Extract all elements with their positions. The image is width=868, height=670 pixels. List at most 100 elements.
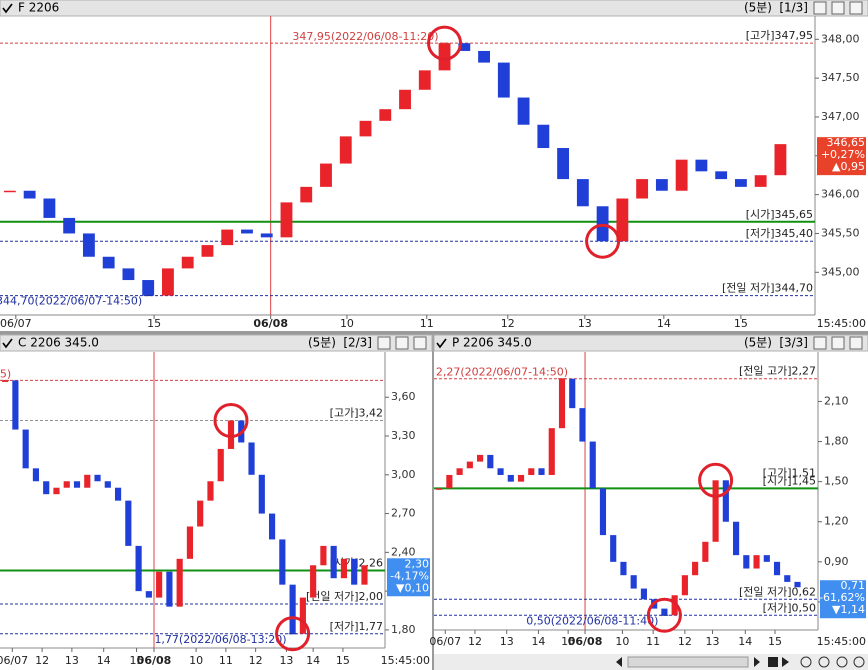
candle xyxy=(477,454,484,462)
candle xyxy=(438,43,451,71)
x-tick-label: 11 xyxy=(646,635,660,648)
window-button[interactable] xyxy=(395,336,409,350)
candle xyxy=(478,50,490,63)
x-tick-label: 12 xyxy=(678,635,692,648)
x-tick-label: 10 xyxy=(189,654,203,667)
window-button[interactable] xyxy=(813,336,827,350)
candle xyxy=(517,97,530,125)
window-button[interactable] xyxy=(831,336,845,350)
panel-header xyxy=(0,334,433,352)
candle xyxy=(558,378,566,429)
candle xyxy=(599,488,607,536)
current-price-label: ▼0,10 xyxy=(396,581,429,594)
candle xyxy=(197,500,204,527)
candle xyxy=(339,136,352,164)
splitter xyxy=(0,331,868,335)
reference-label: [전일 저가]2,00 xyxy=(306,589,383,603)
highlight-circle xyxy=(213,403,249,439)
y-tick-label: 346,00 xyxy=(821,188,860,201)
candle xyxy=(695,159,708,172)
x-tick-label: 06/07 xyxy=(429,635,461,648)
checkbox[interactable] xyxy=(436,338,447,349)
current-price-label: 2,30 xyxy=(405,557,430,570)
y-tick-label: 3,30 xyxy=(391,429,416,442)
candle xyxy=(201,245,214,257)
zoom-out[interactable] xyxy=(818,656,830,668)
candle xyxy=(773,561,781,576)
extreme-note: 344,70(2022/06/07-14:50) xyxy=(0,295,142,308)
current-price-label: 0,71 xyxy=(841,579,866,592)
candle xyxy=(248,442,255,475)
candle xyxy=(359,120,372,137)
x-tick-label: 15 xyxy=(561,635,575,648)
highlight-circle xyxy=(698,462,734,498)
window-button[interactable] xyxy=(849,1,863,15)
window-button[interactable] xyxy=(377,336,391,350)
scroll-bar[interactable] xyxy=(434,654,868,670)
candle xyxy=(715,171,728,180)
window-button[interactable] xyxy=(813,1,827,15)
candle xyxy=(681,575,688,596)
zoom-reset[interactable] xyxy=(853,656,865,668)
current-price-label: 346,65 xyxy=(827,136,866,149)
checkbox[interactable] xyxy=(2,338,13,349)
window-button[interactable] xyxy=(831,1,845,15)
x-tick-label: 12 xyxy=(501,317,515,330)
candle xyxy=(436,488,443,490)
reference-label: [시가]345,65 xyxy=(746,208,813,221)
scroll-buttons[interactable] xyxy=(616,657,789,667)
candle xyxy=(456,468,463,475)
zoom-in[interactable] xyxy=(800,656,812,668)
current-price-label: ▲0,95 xyxy=(832,160,865,173)
y-tick-label: 1,80 xyxy=(824,435,849,448)
candle xyxy=(145,591,152,598)
y-tick-label: 3,00 xyxy=(391,468,416,481)
candle xyxy=(569,378,576,409)
candle xyxy=(655,179,668,191)
x-tick-label: 14 xyxy=(97,654,111,667)
y-tick-label: 347,00 xyxy=(821,110,860,123)
candle xyxy=(640,588,647,600)
chart-panel: C 2206 345.0(5분)[2/3]1,802,102,402,703,0… xyxy=(0,334,433,667)
period: (5분) xyxy=(744,1,772,15)
candle xyxy=(517,474,525,482)
window-button[interactable] xyxy=(849,336,863,350)
highlight-circle xyxy=(275,616,311,652)
candle xyxy=(620,561,627,576)
reference-label: [전일 저가]0,62 xyxy=(739,584,816,598)
candle xyxy=(754,175,767,187)
candle xyxy=(260,233,273,238)
extreme-note: 2,27(2022/06/07-14:50) xyxy=(436,366,568,379)
window-button[interactable] xyxy=(413,336,427,350)
candle xyxy=(227,420,235,449)
candle xyxy=(636,179,649,199)
x-tick-label: 14 xyxy=(531,635,545,648)
candle xyxy=(671,595,678,616)
extreme-note: 347,95(2022/06/08-11:20) xyxy=(292,30,438,43)
x-tick-label: 15 xyxy=(147,317,161,330)
candle xyxy=(507,474,514,482)
checkbox[interactable] xyxy=(2,3,13,14)
candle xyxy=(102,256,115,269)
x-tick-label: 11 xyxy=(420,317,434,330)
zoom[interactable] xyxy=(836,656,848,668)
reference-label: [전일 저가]344,70 xyxy=(722,281,813,295)
x-tick-label: 06/08 xyxy=(253,317,288,330)
candle xyxy=(310,565,317,598)
candle xyxy=(122,268,135,281)
current-price-label: +0,27% xyxy=(821,148,865,161)
candle xyxy=(63,481,70,488)
candle xyxy=(23,190,36,199)
chart-panel: P 2206 345.0(5분)[3/3]0,600,901,201,501,8… xyxy=(429,334,868,648)
scroll-thumb[interactable] xyxy=(627,656,749,668)
candle xyxy=(104,481,111,488)
candle xyxy=(528,468,535,475)
x-tick-label: 06/08 xyxy=(568,635,603,648)
candle xyxy=(22,429,29,469)
panel-title: C 2206 345.0 xyxy=(18,336,99,350)
candle xyxy=(579,408,586,442)
candle xyxy=(43,481,50,495)
candle xyxy=(280,202,293,238)
candle xyxy=(379,109,392,121)
